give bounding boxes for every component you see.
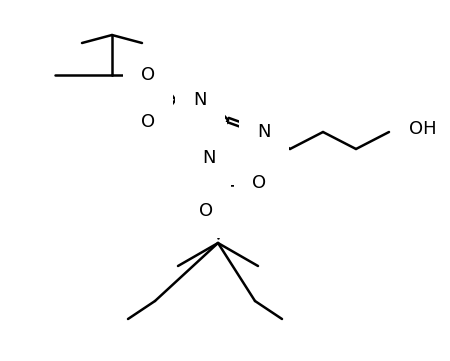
Text: N: N bbox=[202, 149, 216, 167]
Text: N: N bbox=[193, 91, 207, 109]
Text: O: O bbox=[141, 66, 155, 84]
Text: H: H bbox=[198, 139, 210, 157]
Text: N: N bbox=[257, 123, 271, 141]
Text: O: O bbox=[141, 113, 155, 131]
Text: H: H bbox=[194, 81, 206, 99]
Text: O: O bbox=[199, 202, 213, 220]
Text: O: O bbox=[252, 174, 266, 192]
Text: OH: OH bbox=[409, 120, 436, 138]
